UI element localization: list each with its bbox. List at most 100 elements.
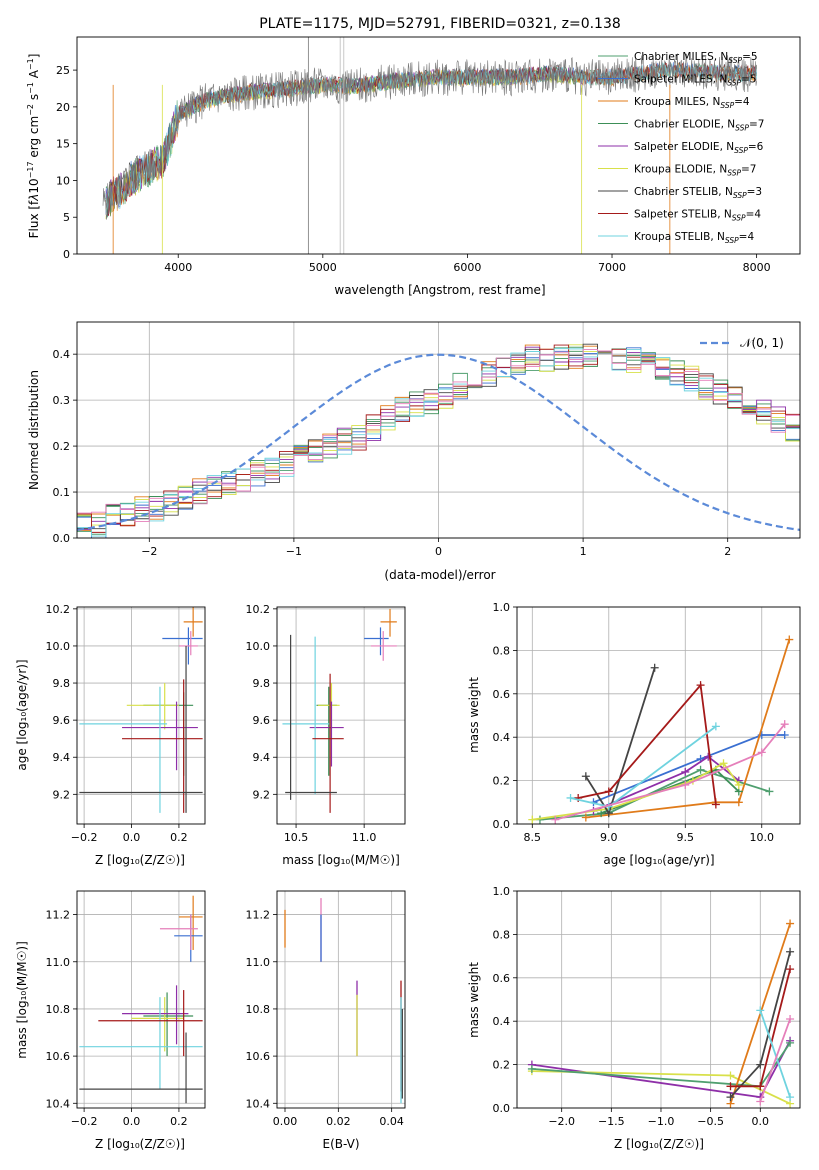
agemass-xtick-label-1: 11.0 <box>352 831 377 844</box>
spec-xtick-label-0: 4000 <box>164 261 192 274</box>
agez-xtick-label-1: 0.0 <box>123 831 141 844</box>
wage-series-1 <box>593 734 785 804</box>
agez-ytick-label-0: 9.2 <box>53 788 71 801</box>
age-vs-mass-panel: 10.5 11.0 9.2 9.4 9.6 9.8 10.0 10.2 mass [log₁₀(… <box>246 603 406 867</box>
wz-point-7-1 <box>786 1015 795 1024</box>
massebv-ytick-label-4: 11.2 <box>246 909 271 922</box>
massz-frame <box>76 890 206 1109</box>
wage-xtick-label-1: 9.0 <box>600 831 618 844</box>
hist-xtick-label-3: 1 <box>580 545 587 558</box>
agemass-ytick-label-1: 9.4 <box>253 751 271 764</box>
mass-weight-vs-metallicity-panel: −2.0 −1.5 −1.0 −0.5 0.0 0.0 0.2 0.4 0.6 0.8 1.0 Z [… <box>467 885 801 1151</box>
agez-ylabel: age [log₁₀(age/yr)] <box>15 659 29 770</box>
wz-xtick-label-2: −1.0 <box>648 1115 675 1128</box>
wage-point-0-2 <box>696 765 705 774</box>
gaussian-curve <box>77 353 800 531</box>
spec-ytick-label-2: 10 <box>56 174 70 187</box>
wz-xlabel: Z [log₁₀(Z/Z☉)] <box>614 1137 704 1151</box>
spectrum-legend-label-4: Salpeter ELODIE, NSSP=6 <box>634 141 764 155</box>
spec-xtick-label-2: 6000 <box>453 261 481 274</box>
massebv-xtick-label-0: 0.00 <box>273 1115 298 1128</box>
agemass-ytick-label-2: 9.6 <box>253 714 271 727</box>
wage-frame <box>516 606 801 825</box>
wz-point-5-1 <box>756 1082 765 1091</box>
wz-ytick-label-0: 0.0 <box>493 1102 511 1115</box>
wz-ytick-label-2: 0.4 <box>493 1015 511 1028</box>
wz-frame <box>516 890 801 1109</box>
wz-ytick-label-1: 0.2 <box>493 1059 511 1072</box>
agez-xlabel: Z [log₁₀(Z/Z☉)] <box>95 853 185 867</box>
wage-xtick-label-2: 9.5 <box>677 831 695 844</box>
spec-ytick-label-3: 15 <box>56 138 70 151</box>
wz-ylabel: mass weight <box>467 962 481 1038</box>
massz-ytick-label-1: 10.6 <box>46 1050 71 1063</box>
spectrum-ylabel: Flux [fλ10−17 erg cm−2 s−1 A−1] <box>26 54 41 239</box>
hist-frame <box>76 321 801 539</box>
agemass-xtick-label-0: 10.5 <box>284 831 309 844</box>
spec-frame <box>76 36 801 255</box>
hist-ytick-label-0: 0.0 <box>53 532 71 545</box>
agemass-ytick-label-5: 10.2 <box>246 603 271 616</box>
spectrum-observed <box>102 53 757 220</box>
massz-xtick-label-2: 0.2 <box>170 1115 188 1128</box>
massebv-ytick-label-0: 10.4 <box>246 1097 271 1110</box>
spec-ytick-label-0: 0 <box>63 248 70 261</box>
mass-weight-vs-age-panel: 8.5 9.0 9.5 10.0 0.0 0.2 0.4 0.6 0.8 1.0 age [log₁… <box>467 601 801 867</box>
wage-point-7-2 <box>696 681 705 690</box>
spectrum-legend-label-1: Salpeter MILES, NSSP=5 <box>634 74 756 88</box>
massebv-xtick-label-1: 0.02 <box>326 1115 351 1128</box>
spec-xtick-label-1: 5000 <box>309 261 337 274</box>
hist-series-9 <box>77 349 800 522</box>
agez-ytick-label-1: 9.4 <box>53 751 71 764</box>
spec-xtick-label-4: 8000 <box>743 261 771 274</box>
wz-ytick-label-3: 0.6 <box>493 972 511 985</box>
wz-xtick-label-0: −2.0 <box>548 1115 575 1128</box>
hist-ylabel: Normed distribution <box>27 370 41 490</box>
wz-point-5-2 <box>786 965 795 974</box>
wage-series-9 <box>554 723 786 821</box>
massebv-frame <box>276 890 406 1109</box>
hist-xtick-label-4: 2 <box>724 545 731 558</box>
spectrum-legend-label-2: Kroupa MILES, NSSP=4 <box>634 96 750 110</box>
spectrum-legend-label-3: Chabrier ELODIE, NSSP=7 <box>634 119 764 133</box>
wage-ytick-label-5: 1.0 <box>493 601 511 614</box>
hist-steps <box>77 343 800 538</box>
hist-xtick-label-1: −1 <box>286 545 302 558</box>
wz-point-1-1 <box>726 1071 735 1080</box>
wz-point-4-0 <box>726 1093 735 1102</box>
wz-point-2-0 <box>527 1064 536 1073</box>
spec-ytick-label-1: 5 <box>63 211 70 224</box>
massz-xtick-label-1: 0.0 <box>123 1115 141 1128</box>
wage-point-7-3 <box>711 800 720 809</box>
agez-ytick-label-2: 9.6 <box>53 714 71 727</box>
hist-xlabel: (data-model)/error <box>384 568 495 582</box>
agez-xtick-label-2: 0.2 <box>170 831 188 844</box>
wz-xtick-label-1: −1.5 <box>598 1115 625 1128</box>
spectrum-xlabel: wavelength [Angstrom, rest frame] <box>334 283 545 297</box>
massebv-ytick-label-2: 10.8 <box>246 1003 271 1016</box>
hist-ytick-label-4: 0.4 <box>53 348 71 361</box>
agemass-errorbars <box>282 608 397 813</box>
agez-frame <box>76 606 206 825</box>
spectrum-legend-label-8: Kroupa STELIB, NSSP=4 <box>634 231 754 245</box>
wage-point-0-3 <box>765 787 774 796</box>
wage-series-2 <box>585 639 791 819</box>
mass-vs-ebv-panel: 0.00 0.02 0.04 10.4 10.6 10.8 11.0 11.2 E(B-V) <box>246 890 406 1151</box>
wage-point-9-2 <box>757 748 766 757</box>
residual-histogram-panel: −2 −1 0 1 2 0.0 0.1 0.2 0.3 0.4 𝒩(0, 1) (data-model… <box>27 321 801 582</box>
spectrum-panel: 4000 5000 6000 7000 8000 0 5 10 15 20 25 PLATE=1175… <box>26 16 801 297</box>
agemass-frame <box>276 606 406 825</box>
wage-point-9-3 <box>780 720 789 729</box>
spectrum-legend-label-7: Salpeter STELIB, NSSP=4 <box>634 209 761 223</box>
massz-ytick-label-2: 10.8 <box>46 1003 71 1016</box>
agez-ytick-label-3: 9.8 <box>53 677 71 690</box>
spectrum-legend-label-6: Chabrier STELIB, NSSP=3 <box>634 186 762 200</box>
massz-ytick-label-0: 10.4 <box>46 1097 71 1110</box>
massebv-ytick-label-3: 11.0 <box>246 956 271 969</box>
spectrum-lines <box>102 37 757 254</box>
massz-xtick-label-0: −0.2 <box>71 1115 98 1128</box>
wz-point-4-1 <box>756 1060 765 1069</box>
wage-point-8-2 <box>711 722 720 731</box>
wage-xtick-label-3: 10.0 <box>750 831 775 844</box>
